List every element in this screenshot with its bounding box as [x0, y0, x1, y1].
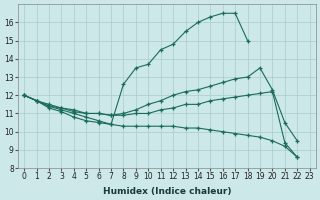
X-axis label: Humidex (Indice chaleur): Humidex (Indice chaleur)	[103, 187, 231, 196]
